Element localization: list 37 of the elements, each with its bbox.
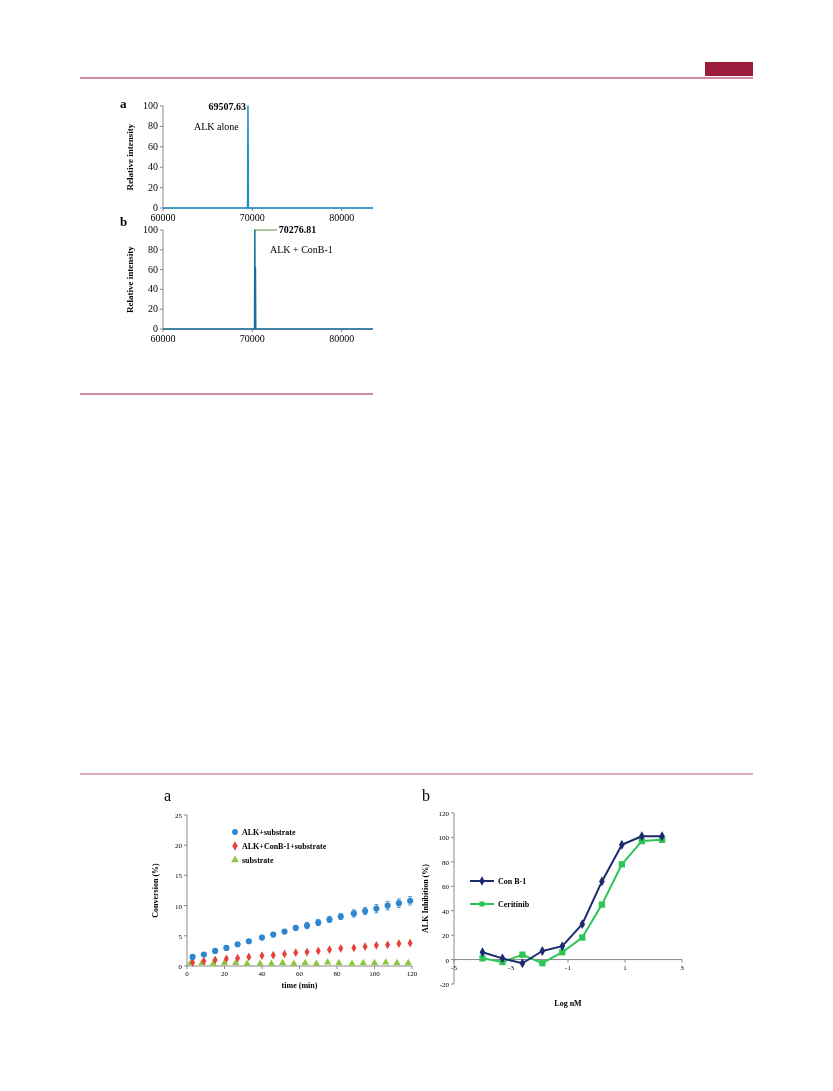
legend-label: ALK+ConB-1+substrate: [242, 842, 327, 851]
legend-label: substrate: [242, 856, 274, 865]
annotation: 70276.81: [278, 224, 317, 235]
legend-label: ALK+substrate: [242, 828, 296, 837]
y-tick-label: 60: [148, 263, 158, 275]
chart-title: a: [164, 787, 172, 804]
x-tick-label: 80000: [329, 333, 355, 344]
y-tick-label: 100: [143, 100, 158, 111]
x-tick-label: 60000: [150, 333, 176, 344]
y-tick-label: 100: [143, 224, 158, 235]
y-tick-label: 0: [153, 323, 158, 334]
x-tick-label: 70000: [239, 333, 265, 344]
y-tick-label: 80: [148, 120, 158, 132]
y-tick-label: 40: [148, 283, 158, 295]
y-axis-title: Conversion (%): [151, 862, 160, 918]
y-tick-label: 40: [148, 161, 158, 173]
y-tick-label: 20: [148, 181, 158, 193]
legend-label: Con B-1: [498, 877, 527, 886]
y-axis-title: Relative intensity: [125, 245, 135, 313]
y-tick-label: 20: [148, 303, 158, 315]
x-axis-title: time (min): [281, 981, 318, 990]
x-tick-label: 60000: [150, 212, 176, 223]
x-tick-label: 80000: [329, 212, 355, 223]
x-axis-title: Log nM: [554, 999, 583, 1008]
x-tick-label: 70000: [239, 212, 265, 223]
annotation: ALK + ConB-1: [270, 244, 333, 255]
legend-label: Ceritinib: [498, 900, 530, 909]
y-tick-label: 60: [148, 140, 158, 152]
y-tick-label: 80: [148, 243, 158, 255]
annotation: 69507.63: [208, 101, 246, 112]
chart-title: b: [422, 787, 430, 804]
chart-title: b: [120, 214, 128, 229]
y-axis-title: Relative intensity: [125, 123, 135, 191]
y-tick-label: 0: [153, 202, 158, 213]
y-axis-title: ALK Inhibition (%): [421, 863, 430, 933]
chart-title: a: [120, 96, 127, 111]
annotation: ALK alone: [194, 121, 240, 132]
